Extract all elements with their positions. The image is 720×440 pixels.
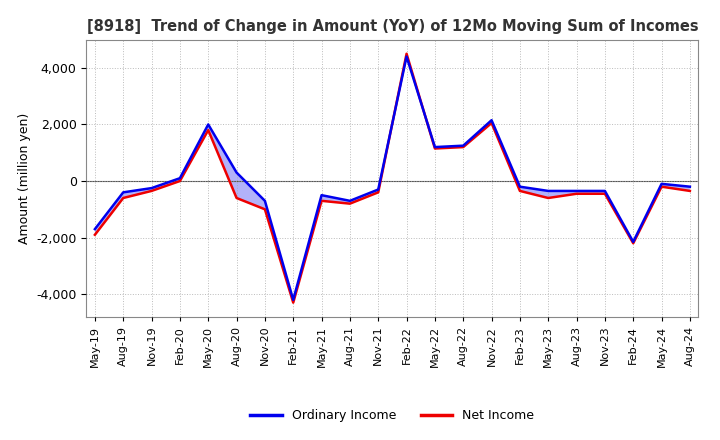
- Net Income: [289, 300, 297, 305]
- Net Income: [374, 190, 382, 195]
- Ordinary Income: [516, 184, 524, 189]
- Net Income: [318, 198, 326, 203]
- Net Income: [346, 201, 354, 206]
- Ordinary Income: [374, 187, 382, 192]
- Net Income: [204, 128, 212, 133]
- Ordinary Income: [204, 122, 212, 127]
- Ordinary Income: [176, 176, 184, 181]
- Net Income: [487, 121, 496, 126]
- Ordinary Income: [402, 54, 411, 59]
- Net Income: [516, 188, 524, 194]
- Net Income: [657, 184, 666, 189]
- Net Income: [459, 144, 467, 150]
- Net Income: [572, 191, 581, 196]
- Ordinary Income: [91, 227, 99, 232]
- Line: Net Income: Net Income: [95, 54, 690, 303]
- Net Income: [685, 188, 694, 194]
- Ordinary Income: [629, 239, 637, 245]
- Net Income: [629, 241, 637, 246]
- Ordinary Income: [657, 181, 666, 187]
- Line: Ordinary Income: Ordinary Income: [95, 57, 690, 300]
- Net Income: [431, 146, 439, 151]
- Title: [8918]  Trend of Change in Amount (YoY) of 12Mo Moving Sum of Incomes: [8918] Trend of Change in Amount (YoY) o…: [86, 19, 698, 34]
- Y-axis label: Amount (million yen): Amount (million yen): [18, 113, 31, 244]
- Legend: Ordinary Income, Net Income: Ordinary Income, Net Income: [246, 404, 539, 427]
- Ordinary Income: [289, 297, 297, 302]
- Net Income: [600, 191, 609, 196]
- Ordinary Income: [685, 184, 694, 189]
- Net Income: [544, 195, 552, 201]
- Ordinary Income: [261, 198, 269, 203]
- Net Income: [119, 195, 127, 201]
- Ordinary Income: [346, 198, 354, 203]
- Net Income: [176, 178, 184, 183]
- Net Income: [402, 51, 411, 56]
- Ordinary Income: [318, 193, 326, 198]
- Net Income: [233, 195, 241, 201]
- Net Income: [148, 188, 156, 194]
- Ordinary Income: [600, 188, 609, 194]
- Ordinary Income: [148, 185, 156, 191]
- Ordinary Income: [459, 143, 467, 148]
- Ordinary Income: [572, 188, 581, 194]
- Net Income: [91, 232, 99, 238]
- Ordinary Income: [119, 190, 127, 195]
- Net Income: [261, 207, 269, 212]
- Ordinary Income: [431, 144, 439, 150]
- Ordinary Income: [233, 170, 241, 175]
- Ordinary Income: [487, 117, 496, 123]
- Ordinary Income: [544, 188, 552, 194]
